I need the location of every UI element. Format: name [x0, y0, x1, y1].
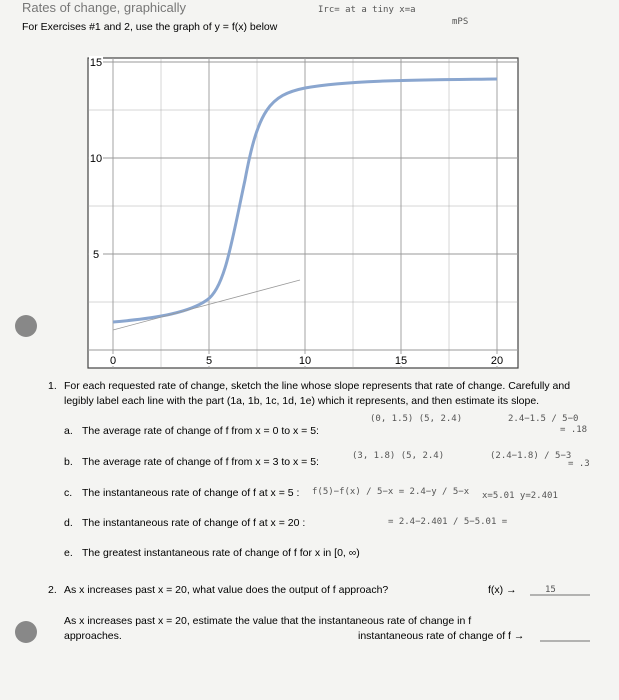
x-tick-label: 10	[299, 355, 311, 367]
instruction: For Exercises #1 and 2, use the graph of…	[22, 21, 278, 33]
title: Rates of change, graphically	[22, 0, 187, 15]
y-tick-label: 15	[90, 57, 102, 69]
handwriting: (2.4−1.8) / 5−3	[490, 451, 571, 461]
question-text: legibly label each line with the part (1…	[64, 395, 539, 407]
y-tick-label: 5	[93, 249, 99, 261]
question-number: 1.	[48, 380, 57, 392]
question-text: As x increases past x = 20, what value d…	[64, 584, 388, 596]
tick-label-box	[489, 354, 505, 366]
graph: 0 5 10 15 20 5 10 15	[87, 56, 519, 369]
item-text: The instantaneous rate of change of f at…	[82, 517, 305, 529]
item-label: b.	[64, 456, 73, 468]
handwriting: (0, 1.5) (5, 2.4)	[370, 414, 462, 424]
handwriting: = .18	[560, 425, 587, 435]
handwriting: 2.4−1.5 / 5−0	[508, 414, 578, 424]
punch-hole	[15, 621, 37, 643]
handwriting: mPS	[452, 17, 468, 27]
answer-prompt: f(x) →	[488, 584, 517, 596]
item-text: The average rate of change of f from x =…	[82, 425, 319, 437]
tick-label-box	[89, 152, 103, 164]
handwriting: 15	[545, 585, 556, 595]
item-label: c.	[64, 487, 72, 499]
handwriting: = .3	[568, 459, 590, 469]
item-label: a.	[64, 425, 73, 437]
handwriting: Irc= at a tiny x=a	[318, 5, 416, 15]
item-text: The greatest instantaneous rate of chang…	[82, 547, 360, 559]
graph-frame	[87, 57, 519, 369]
tick-label-box	[89, 248, 103, 260]
function-curve	[112, 77, 498, 324]
punch-hole	[15, 315, 37, 337]
handwriting: (3, 1.8) (5, 2.4)	[352, 451, 444, 461]
item-text: The instantaneous rate of change of f at…	[82, 487, 299, 499]
tick-label-box	[297, 354, 313, 366]
handwriting: f(5)−f(x) / 5−x = 2.4−y / 5−x	[312, 487, 470, 497]
item-text: The average rate of change of f from x =…	[82, 456, 319, 468]
tick-label-box	[393, 354, 409, 366]
question-number: 2.	[48, 584, 57, 596]
y-tick-label: 10	[90, 153, 102, 165]
x-tick-label: 0	[110, 355, 116, 367]
sketched-line	[112, 279, 301, 331]
x-tick-label: 20	[491, 355, 503, 367]
item-label: d.	[64, 517, 73, 529]
question-text: As x increases past x = 20, estimate the…	[64, 615, 471, 627]
question-text: For each requested rate of change, sketc…	[64, 380, 570, 392]
question-text: approaches.	[64, 630, 122, 642]
tick-label-box	[201, 354, 217, 366]
tick-label-box	[89, 56, 103, 68]
x-tick-label: 5	[206, 355, 212, 367]
answer-prompt: instantaneous rate of change of f →	[358, 630, 524, 642]
item-label: e.	[64, 547, 73, 559]
handwriting: = 2.4−2.401 / 5−5.01 =	[388, 517, 508, 527]
handwriting: x=5.01 y=2.401	[482, 491, 558, 501]
tick-label-box	[105, 354, 121, 366]
x-tick-label: 15	[395, 355, 407, 367]
